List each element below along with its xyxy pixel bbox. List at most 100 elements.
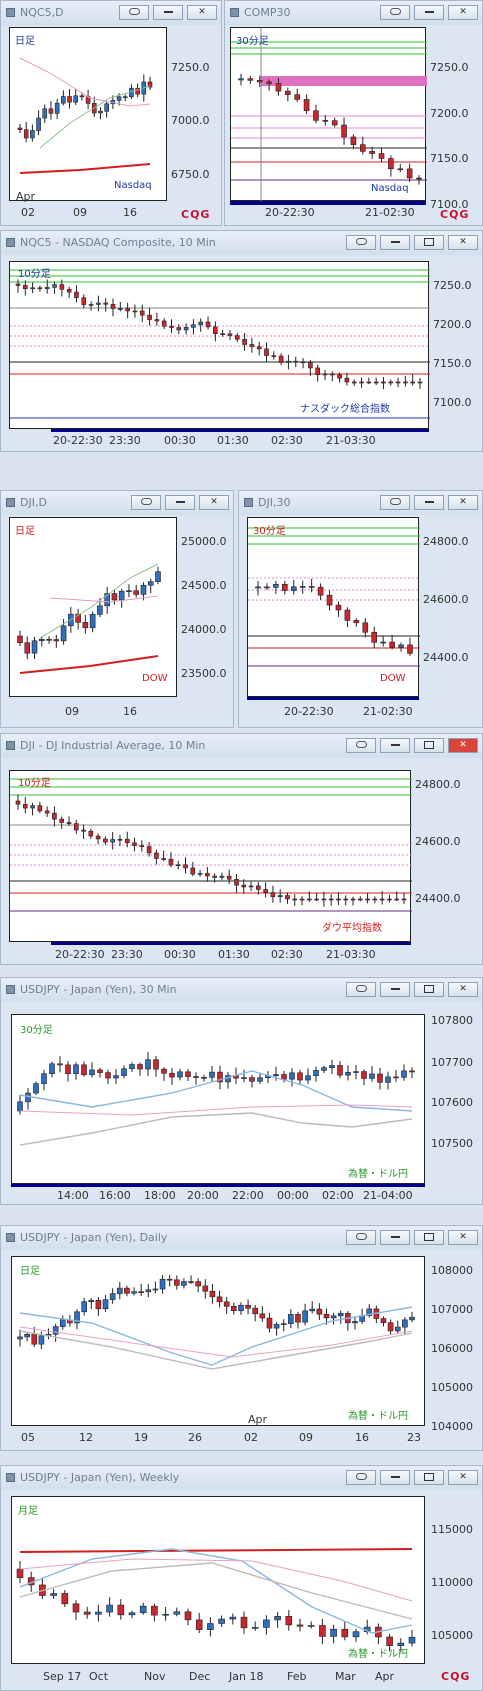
link-button[interactable]: [346, 738, 376, 753]
link-button[interactable]: [380, 5, 410, 20]
candle-body: [36, 117, 41, 131]
candle-body: [296, 1624, 304, 1627]
x-tick: 21-02:30: [363, 705, 413, 718]
minimize-button[interactable]: [380, 1470, 410, 1485]
candle-body: [38, 638, 45, 642]
link-button[interactable]: [119, 5, 149, 20]
window-dji-10min: DJI - DJ Industrial Average, 10 Min ✕ 10…: [0, 733, 483, 965]
candle-body: [263, 889, 268, 893]
title-bar[interactable]: DJI,D ✕: [1, 491, 233, 515]
x-tick: 12: [79, 1431, 93, 1444]
window-icon: [244, 498, 253, 507]
link-button[interactable]: [346, 1470, 376, 1485]
x-tick: 18:00: [144, 1189, 176, 1202]
candle-body: [397, 1642, 405, 1646]
close-button[interactable]: ✕: [448, 1470, 478, 1485]
candle-body: [154, 852, 159, 859]
maximize-button[interactable]: [414, 1470, 444, 1485]
link-button[interactable]: [346, 1230, 376, 1245]
candle-body: [273, 1324, 280, 1329]
window-title: NQC5,D: [20, 6, 64, 19]
link-button[interactable]: [346, 235, 376, 250]
title-bar[interactable]: NQC5,D ✕: [1, 1, 221, 25]
link-button[interactable]: [380, 495, 410, 510]
close-button[interactable]: ✕: [448, 235, 478, 250]
chart-plot[interactable]: 日足 Nasdaq Apr: [9, 27, 167, 203]
candle-body: [33, 1083, 39, 1094]
candle-body: [388, 158, 394, 170]
candle-body: [330, 1315, 337, 1319]
minimize-button[interactable]: [153, 5, 183, 20]
candle-body: [256, 346, 262, 350]
title-bar[interactable]: USDJPY - Japan (Yen), 30 Min ✕: [1, 978, 482, 1002]
candle-body: [286, 360, 291, 363]
candle-body: [73, 823, 79, 831]
candle-body: [159, 1278, 166, 1290]
close-button[interactable]: ✕: [187, 5, 217, 20]
chart-plot[interactable]: 日足 為替・ドル円 Apr: [11, 1256, 425, 1426]
chart-plot[interactable]: 30分足 Nasdaq: [230, 27, 427, 202]
title-bar[interactable]: DJI - DJ Industrial Average, 10 Min ✕: [1, 734, 482, 758]
link-icon: [389, 498, 401, 505]
window-icon: [6, 1233, 15, 1242]
title-bar[interactable]: DJI,30 ✕: [239, 491, 482, 515]
window-nqc5-10min: NQC5 - NASDAQ Composite, 10 Min ✕ 10分足 ナ…: [0, 230, 483, 452]
candle-body: [331, 120, 338, 126]
candle-body: [372, 898, 378, 901]
window-icon: [6, 8, 15, 17]
maximize-button[interactable]: [414, 982, 444, 997]
title-bar[interactable]: USDJPY - Japan (Yen), Daily ✕: [1, 1226, 482, 1250]
candle-body: [285, 1616, 293, 1626]
candle-body: [162, 1613, 169, 1616]
x-tick: 23:30: [111, 948, 143, 961]
x-tick: 05: [21, 1431, 35, 1444]
link-icon: [140, 498, 152, 505]
chart-plot[interactable]: 月足 為替・ドル円: [11, 1496, 425, 1664]
candle-body: [59, 818, 64, 823]
minimize-button[interactable]: [165, 495, 195, 510]
chart-plot[interactable]: 10分足 ナスダック総合指数: [9, 261, 430, 429]
candle-body: [319, 1625, 326, 1637]
candle-body: [387, 898, 392, 901]
title-bar[interactable]: USDJPY - Japan (Yen), Weekly ✕: [1, 1466, 482, 1490]
minimize-button[interactable]: [380, 235, 410, 250]
candle-body: [24, 1333, 30, 1338]
chart-plot[interactable]: 30分足 DOW: [247, 517, 420, 697]
candle-body: [329, 373, 335, 376]
close-button[interactable]: ✕: [448, 5, 478, 20]
chart-plot[interactable]: 10分足 ダウ平均指数: [9, 770, 412, 942]
close-icon: ✕: [459, 237, 467, 247]
title-bar[interactable]: NQC5 - NASDAQ Composite, 10 Min ✕: [1, 231, 482, 255]
close-button[interactable]: ✕: [448, 982, 478, 997]
title-bar[interactable]: COMP30 ✕: [225, 1, 482, 25]
x-tick: 20-22:30: [55, 948, 105, 961]
minimize-button[interactable]: [380, 738, 410, 753]
candle-body: [321, 898, 327, 901]
maximize-button[interactable]: [414, 738, 444, 753]
close-button[interactable]: ✕: [199, 495, 229, 510]
candle-body: [380, 1318, 387, 1323]
month-label: Apr: [16, 190, 36, 203]
chart-plot[interactable]: 30分足 為替・ドル円: [11, 1014, 425, 1184]
close-button[interactable]: ✕: [448, 738, 478, 753]
moving-average-line: [19, 1548, 413, 1634]
minimize-button[interactable]: [414, 5, 444, 20]
close-button[interactable]: ✕: [448, 1230, 478, 1245]
link-icon: [355, 985, 367, 992]
minimize-button[interactable]: [380, 982, 410, 997]
candle-body: [330, 1628, 337, 1637]
link-icon: [355, 1233, 367, 1240]
timeframe-label: 日足: [15, 526, 35, 537]
maximize-button[interactable]: [414, 235, 444, 250]
maximize-button[interactable]: [414, 1230, 444, 1245]
candle-body: [278, 355, 284, 363]
y-tick: 108000: [431, 1264, 473, 1277]
minimize-button[interactable]: [380, 1230, 410, 1245]
link-button[interactable]: [131, 495, 161, 510]
cqg-logo: CQG: [181, 208, 210, 221]
candle-body: [161, 320, 167, 327]
close-button[interactable]: ✕: [448, 495, 478, 510]
chart-plot[interactable]: 日足 DOW: [9, 517, 177, 697]
minimize-button[interactable]: [414, 495, 444, 510]
link-button[interactable]: [346, 982, 376, 997]
